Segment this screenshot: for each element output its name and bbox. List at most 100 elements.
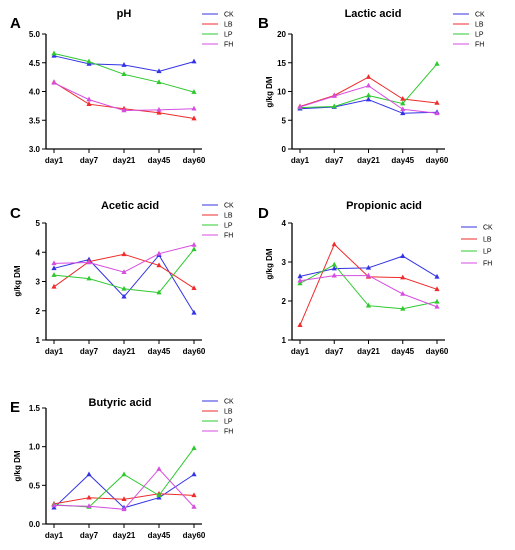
legend-label-ck: CK [224,12,234,19]
y-axis-label: g/kg DM [13,450,22,481]
data-point-lp [51,272,57,277]
data-point-ck [121,62,127,67]
legend-label-lp: LP [224,32,233,39]
data-point-fh [86,259,92,265]
data-point-ck [51,265,57,271]
x-tick-label: day21 [357,156,380,165]
x-tick-label: day60 [183,531,206,540]
data-point-fh [400,106,406,112]
data-point-lb [400,95,406,101]
data-point-lb [156,109,162,115]
x-tick-label: day7 [325,156,344,165]
data-point-lp [297,280,303,286]
data-point-lb [331,241,337,247]
legend-label-lb: LB [483,237,492,244]
y-tick-label: 5 [282,116,287,125]
y-tick-label: 1.5 [29,404,41,413]
x-tick-label: day7 [80,156,99,165]
data-point-lp [365,92,372,98]
data-point-lb [191,285,197,291]
data-point-lb [121,496,127,502]
chart-title: pH [117,8,132,20]
data-point-fh [156,106,162,112]
y-tick-label: 1 [36,336,41,345]
panel-d: D Propionic acid 1 2 3 4 day1 day7 day21 day45 day… [258,200,493,356]
data-point-lb [365,74,372,79]
data-point-lb [434,100,440,105]
data-point-ck [121,293,127,299]
y-axis-label: g/kg DM [13,265,22,296]
legend-label-ck: CK [483,225,493,232]
data-point-lb [400,274,406,280]
legend-label-fh: FH [224,429,233,436]
y-tick-label: 3.0 [29,145,41,154]
y-tick-label: 0.5 [29,481,41,490]
data-point-lp [121,71,127,77]
chart-title: Butyric acid [89,397,152,409]
data-point-lp [86,275,92,281]
legend-label-ck: CK [475,12,485,19]
x-tick-label: day60 [183,156,206,165]
data-point-ck [86,471,92,477]
data-point-lp [51,50,57,56]
data-point-lb [86,101,92,106]
x-tick-label: day7 [80,531,99,540]
y-tick-label: 3 [282,258,287,267]
data-point-fh [365,82,372,88]
y-tick-label: 15 [277,59,286,68]
x-tick-label: day60 [426,156,449,165]
data-point-lp [191,246,197,252]
data-point-fh [51,79,57,85]
series-line-lb [53,81,195,119]
data-point-ck [191,309,197,315]
legend-label-ck: CK [224,203,234,210]
series-line-fh [299,275,438,308]
data-point-fh [121,269,127,274]
y-tick-label: 2 [282,297,287,306]
legend-label-lb: LB [224,409,233,416]
x-tick-label: day1 [45,347,64,356]
data-point-lb [121,251,127,257]
data-point-fh [331,272,337,278]
data-point-lb [191,492,197,498]
data-point-lp [86,58,92,64]
panel-letter: C [10,205,21,222]
data-point-fh [191,241,197,247]
panel-a: ApH 3.0 3.5 4.0 4.5 5.0 day1 day7 day21 day45 day6… [10,8,234,165]
data-point-fh [156,466,162,471]
series-line-lb [299,243,438,326]
data-point-lb [434,286,440,292]
data-point-fh [191,105,197,111]
panel-letter: D [258,205,269,222]
panel-letter: A [10,15,21,32]
y-tick-label: 20 [277,30,286,39]
panel-c: C Acetic acid 1 2 3 4 5 day1 day7 day21 day45 day60… [10,200,234,356]
y-tick-label: 4.0 [29,88,41,97]
data-point-lp [191,445,197,451]
data-point-ck [400,253,406,258]
y-tick-label: 4 [36,248,41,257]
panel-b: B Lactic acid 0 5 10 15 20 day1 day7 day21 day45 da… [258,8,485,165]
legend-label-fh: FH [224,233,233,240]
data-point-fh [51,502,57,508]
data-point-fh [434,303,440,309]
y-tick-label: 0 [282,145,287,154]
data-point-fh [51,260,57,266]
x-tick-label: day7 [325,347,344,356]
data-point-lp [121,285,127,291]
x-tick-label: day45 [391,156,414,165]
y-tick-label: 1.0 [29,443,41,452]
x-tick-label: day1 [291,156,310,165]
data-point-fh [331,93,337,98]
data-point-ck [400,110,406,116]
data-point-fh [434,110,440,116]
data-point-ck [331,265,337,271]
legend-label-lp: LP [483,249,492,256]
legend-label-ck: CK [224,399,234,406]
legend-label-lp: LP [224,419,233,426]
legend-label-lb: LB [224,213,233,220]
data-point-lp [400,305,406,311]
data-point-lb [297,322,303,327]
data-point-lb [86,494,92,500]
